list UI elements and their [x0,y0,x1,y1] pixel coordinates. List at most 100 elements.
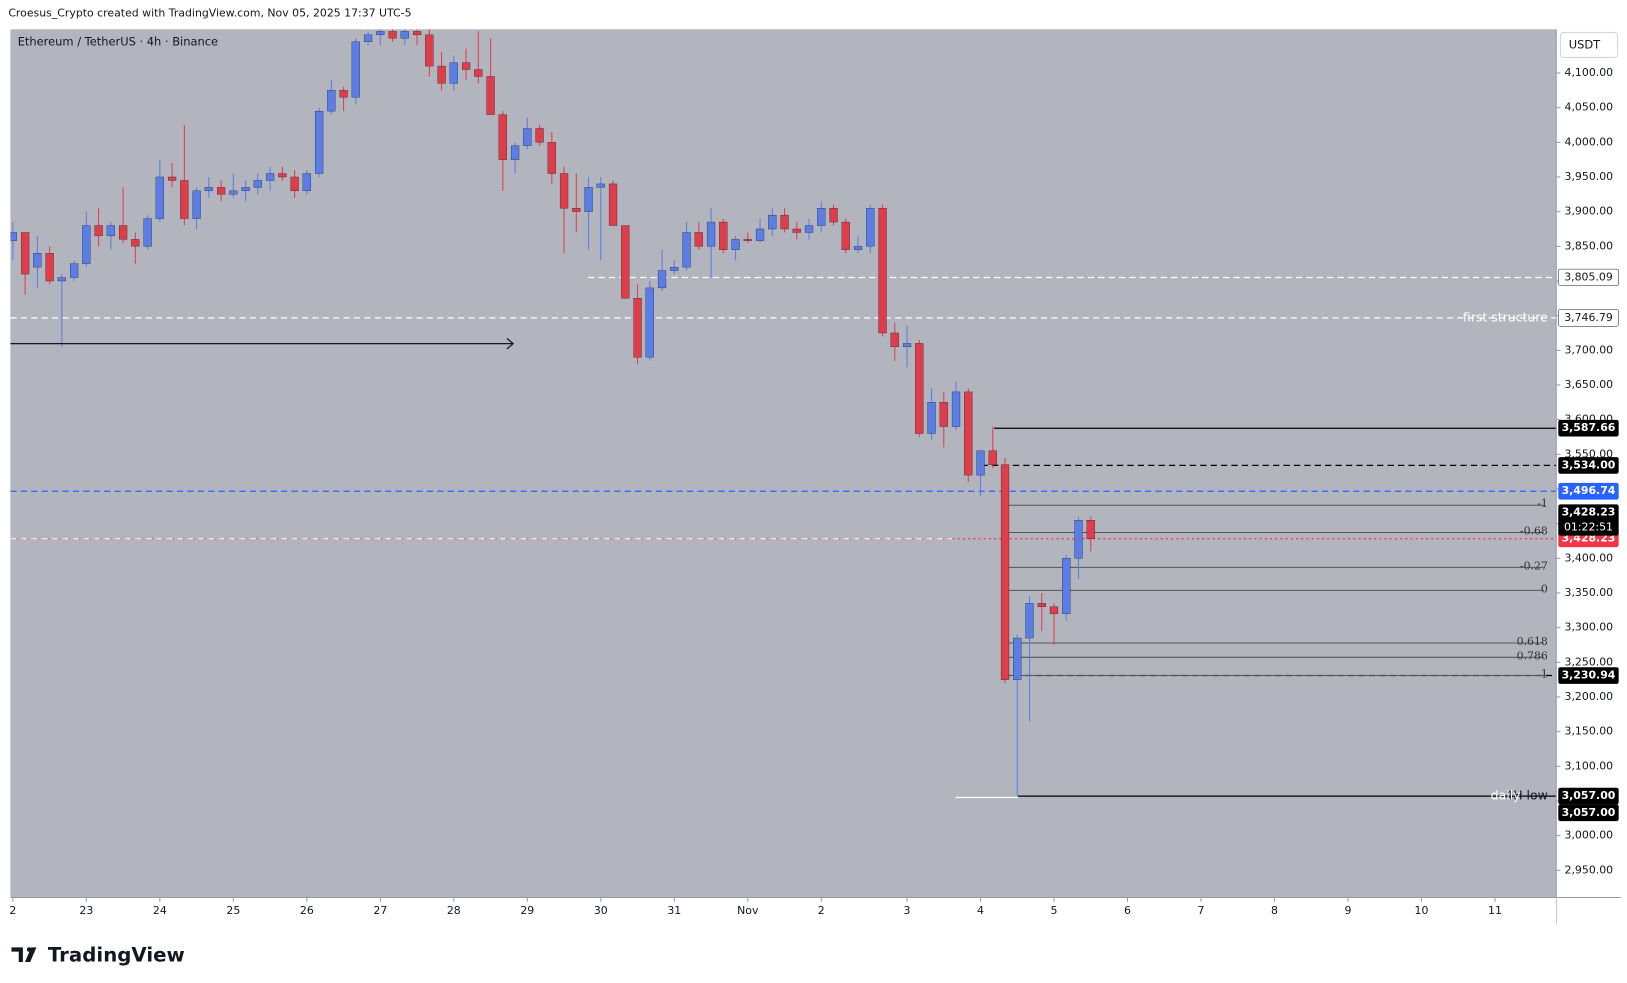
y-tick-label: 3,950.00 [1565,170,1614,183]
x-tick-label: 2 [818,904,825,917]
fib-label: 0 [1541,582,1548,595]
candle-body [535,128,544,143]
low-tag-label: 3,057.00 [1562,806,1616,819]
candle-body [302,173,311,192]
y-tick-label: 3,850.00 [1565,239,1614,252]
x-tick-label: 23 [79,904,93,917]
candle-body [20,232,30,275]
price-tag-label: 3,746.79 [1564,311,1613,324]
candle-body [706,221,716,247]
candle-body [1074,520,1083,559]
candle-body [131,239,140,247]
price-tag [1558,667,1619,684]
y-tick-label: 4,000.00 [1565,135,1614,148]
price-tag-label: 3,805.09 [1564,270,1613,283]
x-tick-label: 2 [9,904,16,917]
x-tick-label: 24 [153,904,167,917]
symbol-title: Ethereum / TetherUS · 4h · Binance [18,34,218,48]
candle-body [118,225,128,240]
candle-body [878,208,887,334]
candle-body [498,114,507,160]
candle-body [682,232,691,268]
candle-body [155,176,164,219]
candle-body [327,90,336,112]
y-tick-label: 3,150.00 [1565,725,1614,738]
price-tag-label: 3,496.74 [1562,484,1616,497]
candle-body [1013,637,1022,680]
candle-body [572,208,581,212]
candle-body [559,173,569,209]
level-note: first structure [1463,309,1548,324]
x-tick-label: 31 [667,904,681,917]
candle-body [339,90,348,98]
price-tag-label: 3,534.00 [1562,458,1616,471]
candle-body [412,31,422,36]
candle-body [743,239,752,241]
candle-body [988,450,997,465]
fib-label: -0.68 [1520,524,1548,537]
currency: USDT [1569,37,1601,51]
y-tick-label: 4,100.00 [1565,66,1614,79]
candle-body [927,402,936,434]
currency-box[interactable] [1559,31,1619,58]
fib-label: -1 [1537,497,1548,510]
y-tick-label: 3,700.00 [1565,343,1614,356]
level-note: daily [1491,788,1522,803]
candle-body [314,110,324,174]
candle-body [890,332,899,348]
x-tick-label: 29 [520,904,534,917]
candle-body [290,176,299,192]
price-tag [1558,482,1619,500]
candle-body [1086,520,1095,539]
x-tick-label: 4 [977,904,984,917]
candle-body [388,31,397,39]
candle-body [69,263,79,278]
candle-body [951,391,961,427]
candle-body [633,298,642,358]
candle-body [363,34,373,42]
candle-body [278,173,287,178]
candle-body [486,76,495,115]
countdown: 01:22:51 [1564,520,1613,533]
brand: TradingView [48,943,185,966]
low-tag [1558,804,1619,822]
level-note: 4H low [1505,788,1548,803]
candle-body [94,225,103,237]
x-tick-label: 26 [300,904,314,917]
candle-body [143,218,152,247]
candle-body [964,391,973,476]
price-tag [1558,268,1619,287]
candle-body [853,246,863,250]
price-tag-label: 3,057.00 [1562,789,1616,802]
x-tick-label: 30 [594,904,608,917]
candle-body [57,277,66,282]
x-tick-label: 27 [373,904,387,917]
candle-body [10,232,17,241]
candle-body [902,343,912,348]
x-tick-label: 28 [447,904,461,917]
price-tag [1558,787,1619,805]
candle-body [547,142,556,174]
candle-body [694,232,703,247]
price-tag [1558,419,1619,437]
logo-dot [26,947,32,952]
fib-label: 1 [1541,667,1548,680]
candle-body [400,31,409,39]
candle-body [670,266,679,271]
axis-labels: 2,950.003,000.003,050.003,100.003,150.00… [9,66,1619,917]
candle-body [523,128,532,146]
candle-body [817,208,826,226]
price-tag [1558,309,1619,327]
candle-body [192,190,201,219]
candle-body [915,343,924,434]
price-tag-label: 3,587.66 [1562,421,1616,434]
y-tick-label: 3,200.00 [1565,690,1614,703]
x-tick-label: Nov [737,904,759,917]
price-tag [1558,457,1619,474]
x-tick-label: 25 [226,904,240,917]
candle-body [1049,606,1059,614]
price-tag-label: 3,230.94 [1562,669,1616,682]
